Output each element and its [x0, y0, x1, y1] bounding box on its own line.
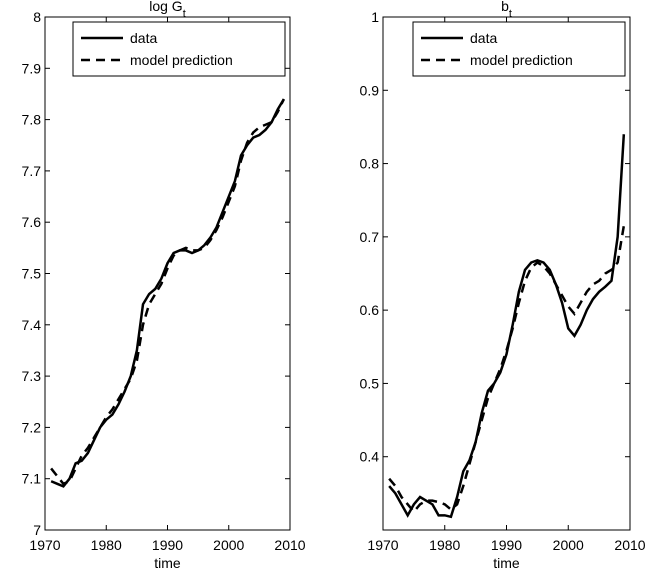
- y-tick-label: 7.7: [22, 163, 42, 179]
- y-tick-label: 1: [371, 9, 379, 25]
- chart-title: bt: [501, 0, 512, 20]
- x-tick-label: 1990: [491, 537, 522, 553]
- y-tick-label: 0.4: [360, 449, 380, 465]
- x-tick-label: 1970: [29, 537, 60, 553]
- x-tick-label: 2010: [614, 537, 645, 553]
- y-tick-label: 7.8: [22, 112, 42, 128]
- x-tick-label: 1970: [367, 537, 398, 553]
- legend-box: [72, 21, 286, 77]
- y-tick-label: 0.5: [360, 375, 380, 391]
- y-tick-label: 0.8: [360, 156, 380, 172]
- title-text: log G: [149, 0, 182, 14]
- y-tick-label: 7.1: [22, 471, 42, 487]
- data-line: [388, 134, 626, 519]
- x-tick-label: 1980: [429, 537, 460, 553]
- y-tick-label: 7.5: [22, 266, 42, 282]
- y-tick-label: 8: [33, 9, 41, 25]
- x-axis-label: time: [493, 555, 520, 571]
- legend-label: model prediction: [130, 52, 233, 68]
- y-tick-label: 7.9: [22, 60, 42, 76]
- data-line: [50, 98, 285, 488]
- x-tick-label: 2000: [213, 537, 244, 553]
- legend-box: [412, 21, 626, 77]
- axes-box: [44, 16, 291, 531]
- legend-label: data: [470, 30, 497, 46]
- chart-title: log Gt: [149, 0, 186, 20]
- data-line: [50, 98, 286, 486]
- y-tick-label: 7.2: [22, 419, 42, 435]
- title-subscript: t: [509, 8, 512, 20]
- y-tick-label: 0.7: [360, 229, 380, 245]
- title-text: b: [501, 0, 509, 14]
- y-tick-label: 0.6: [360, 302, 380, 318]
- x-tick-label: 2010: [274, 537, 305, 553]
- y-tick-label: 7: [33, 522, 41, 538]
- x-tick-label: 2000: [553, 537, 584, 553]
- x-tick-label: 1980: [91, 537, 122, 553]
- axes-box: [382, 16, 631, 531]
- y-tick-label: 7.4: [22, 317, 42, 333]
- legend-label: data: [130, 30, 157, 46]
- y-tick-label: 7.6: [22, 214, 42, 230]
- y-tick-label: 0.9: [360, 82, 380, 98]
- title-subscript: t: [183, 8, 186, 20]
- x-tick-label: 1990: [152, 537, 183, 553]
- x-axis-label: time: [154, 555, 181, 571]
- data-line: [388, 225, 626, 514]
- legend-label: model prediction: [470, 52, 573, 68]
- y-tick-label: 7.3: [22, 368, 42, 384]
